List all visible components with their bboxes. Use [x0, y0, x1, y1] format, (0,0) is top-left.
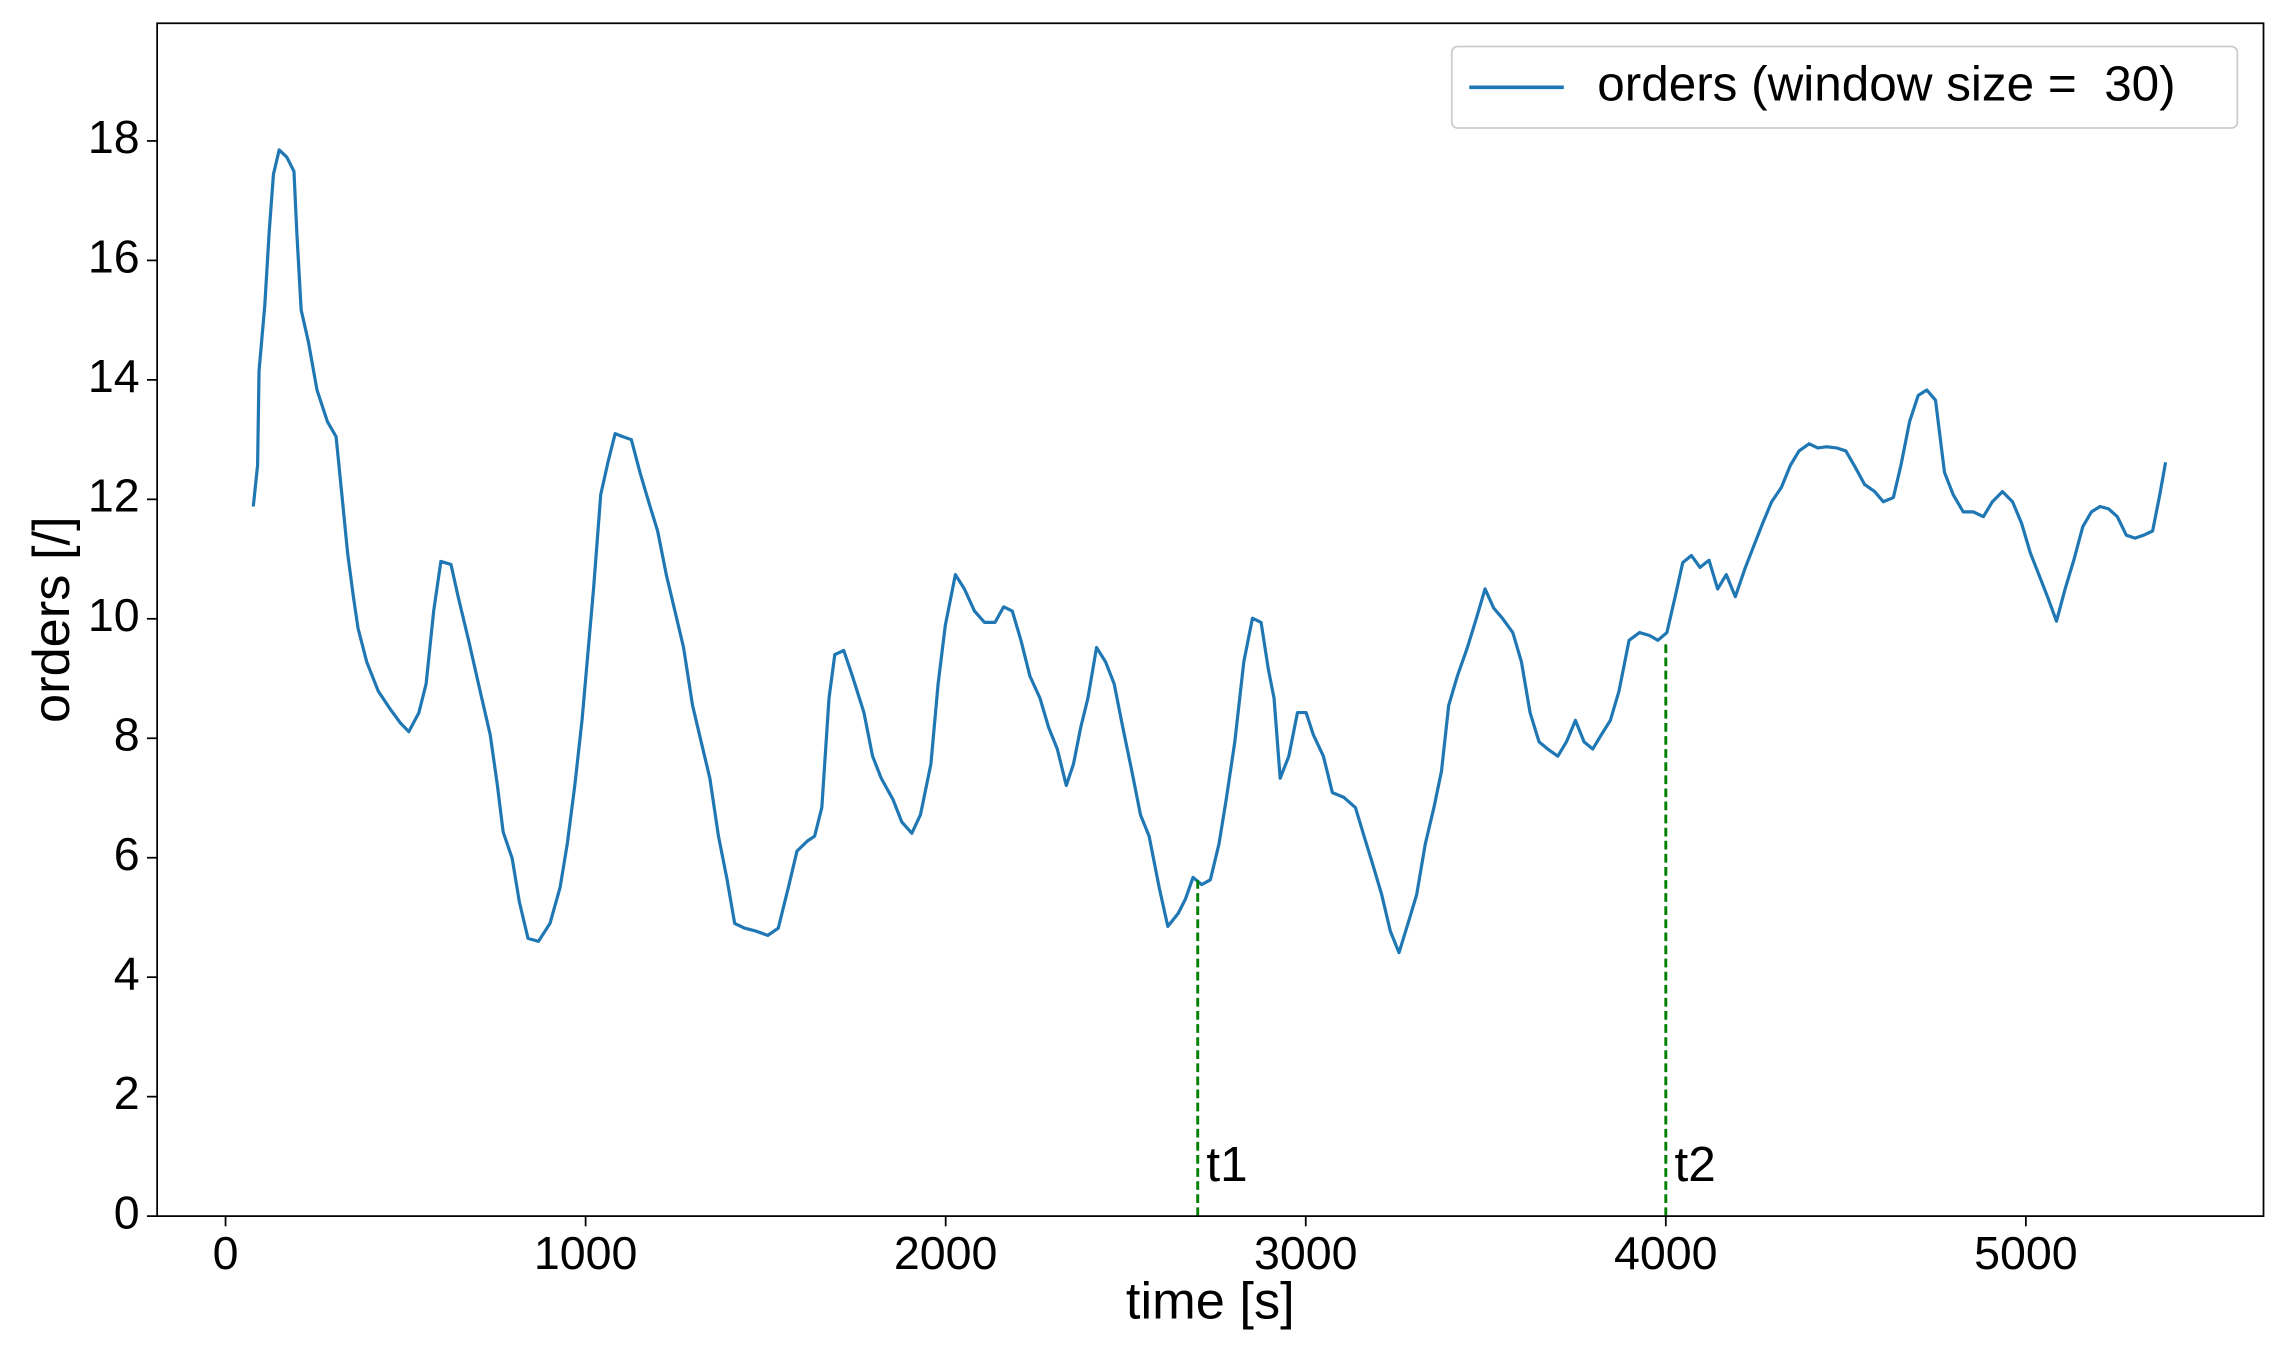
- y-tick-label: 6: [114, 828, 140, 880]
- x-tick-label: 0: [213, 1227, 239, 1279]
- x-tick-label: 5000: [1974, 1227, 2078, 1279]
- marker-label: t1: [1206, 1137, 1247, 1192]
- y-axis-label: orders [/]: [23, 516, 81, 723]
- legend: orders (window size = 30): [1450, 45, 2239, 129]
- y-tick-label: 10: [88, 589, 140, 641]
- y-tick-label: 16: [88, 231, 140, 283]
- y-tick-label: 18: [88, 111, 140, 163]
- legend-label: orders (window size = 30): [1597, 56, 2175, 111]
- y-tick-label: 0: [114, 1186, 140, 1238]
- x-tick-label: 3000: [1254, 1227, 1358, 1279]
- x-tick-label: 1000: [534, 1227, 638, 1279]
- y-tick-label: 14: [88, 350, 140, 402]
- x-axis-label: time [s]: [1126, 1273, 1295, 1331]
- y-tick-label: 4: [114, 947, 140, 999]
- y-tick-label: 2: [114, 1067, 140, 1119]
- marker-label: t2: [1675, 1137, 1716, 1192]
- legend-box: [1450, 45, 2239, 129]
- x-tick-label: 4000: [1614, 1227, 1718, 1279]
- x-tick-label: 2000: [894, 1227, 998, 1279]
- data-line: [251, 148, 2168, 955]
- y-tick-label: 12: [88, 470, 140, 522]
- plot-frame: [156, 22, 2265, 1217]
- y-tick-label: 8: [114, 709, 140, 761]
